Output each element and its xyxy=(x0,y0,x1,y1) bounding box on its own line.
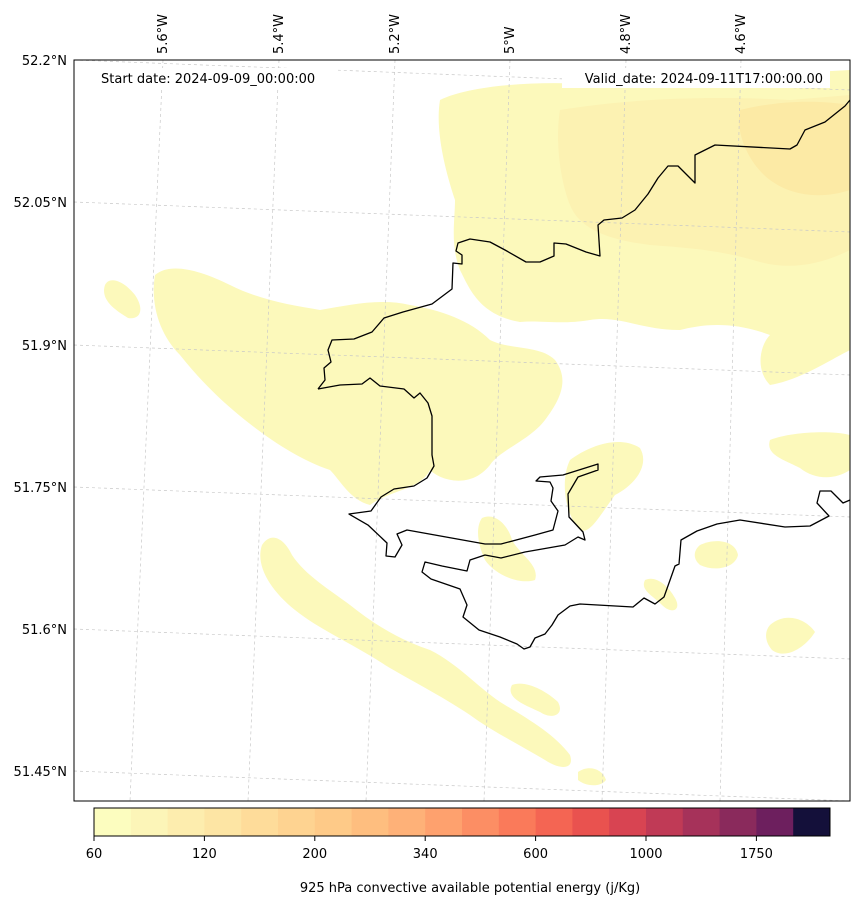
colorbar-bin xyxy=(204,808,242,836)
colorbar-bin xyxy=(388,808,426,836)
colorbar-bin xyxy=(682,808,721,836)
parallel-line xyxy=(74,770,850,801)
meridian-line xyxy=(129,60,164,801)
start-date-label: Start date: 2024-09-09_00:00:00 xyxy=(101,72,315,87)
parallel-line xyxy=(74,486,850,518)
colorbar-tick-label: 1000 xyxy=(629,847,662,862)
colorbar-tick-label: 1750 xyxy=(740,847,773,862)
cape-region-south-2 xyxy=(478,516,536,582)
cape-region-northeast-peak xyxy=(739,101,850,196)
latitude-label: 52.05°N xyxy=(14,196,67,211)
colorbar: 60 120 200 340 600 1000 1750 xyxy=(86,807,831,862)
colorbar-bins xyxy=(94,808,831,836)
latitude-label: 51.6°N xyxy=(22,623,67,638)
cape-region-south-3 xyxy=(694,541,738,569)
colorbar-ticks: 60 120 200 340 600 1000 1750 xyxy=(86,836,773,862)
colorbar-bin xyxy=(609,808,647,836)
cape-region-west-small xyxy=(104,280,141,319)
cape-region-south-6 xyxy=(510,683,560,716)
start-label-bg xyxy=(94,68,338,88)
longitude-label: 5°W xyxy=(503,26,518,54)
colorbar-bin xyxy=(498,808,537,836)
cape-region-south-1 xyxy=(564,441,644,531)
colorbar-bin xyxy=(462,808,500,836)
colorbar-label: 925 hPa convective available potential e… xyxy=(300,881,640,896)
latitude-labels: 52.2°N 52.05°N 51.9°N 51.75°N 51.6°N 51.45°N xyxy=(14,54,67,780)
plot-frame xyxy=(73,59,851,802)
colorbar-bin xyxy=(130,808,169,836)
meridian-line xyxy=(247,60,280,801)
valid-label-bg xyxy=(562,68,830,88)
colorbar-bin xyxy=(572,808,610,836)
latitude-label: 51.45°N xyxy=(14,765,67,780)
colorbar-tick-label: 340 xyxy=(413,847,438,862)
coastline-west xyxy=(317,377,850,650)
longitude-label: 4.6°W xyxy=(734,14,749,54)
colorbar-frame xyxy=(93,807,831,837)
colorbar-bin xyxy=(793,808,831,836)
latitude-label: 51.75°N xyxy=(14,481,67,496)
valid-date-label: Valid_date: 2024-09-11T17:00:00.00 xyxy=(585,72,823,87)
coastline-north xyxy=(317,99,850,390)
colorbar-bin xyxy=(535,808,573,836)
longitude-label: 5.4°W xyxy=(272,14,287,54)
longitude-label: 5.2°W xyxy=(388,14,403,54)
colorbar-bin xyxy=(351,808,389,836)
colorbar-tick-label: 120 xyxy=(192,847,217,862)
latitude-label: 52.2°N xyxy=(22,54,67,69)
coastline xyxy=(317,99,850,650)
longitude-label: 4.8°W xyxy=(619,14,634,54)
cape-region-south-7 xyxy=(578,768,606,786)
gridlines xyxy=(74,60,850,801)
colorbar-bin xyxy=(241,808,279,836)
colorbar-tick-label: 200 xyxy=(302,847,327,862)
colorbar-tick-label: 600 xyxy=(523,847,548,862)
cape-region-south-4 xyxy=(643,578,678,611)
parallel-line xyxy=(74,628,850,660)
colorbar-bin xyxy=(167,808,205,836)
latitude-label: 51.9°N xyxy=(22,339,67,354)
colorbar-bin xyxy=(719,808,757,836)
longitude-labels: 5.6°W 5.4°W 5.2°W 5°W 4.8°W 4.6°W xyxy=(156,14,749,54)
colorbar-bin xyxy=(756,808,794,836)
colorbar-tick-label: 60 xyxy=(86,847,103,862)
colorbar-bin xyxy=(94,808,132,836)
cape-region-east-1 xyxy=(769,432,850,478)
colorbar-bin xyxy=(314,808,353,836)
colorbar-bin xyxy=(425,808,463,836)
cape-region-south-band xyxy=(260,537,571,767)
colorbar-bin xyxy=(278,808,316,836)
cape-region-south-5 xyxy=(766,617,815,654)
colorbar-bin xyxy=(646,808,684,836)
cape-region-central xyxy=(153,268,563,505)
cape-field xyxy=(104,70,850,786)
longitude-label: 5.6°W xyxy=(156,14,171,54)
